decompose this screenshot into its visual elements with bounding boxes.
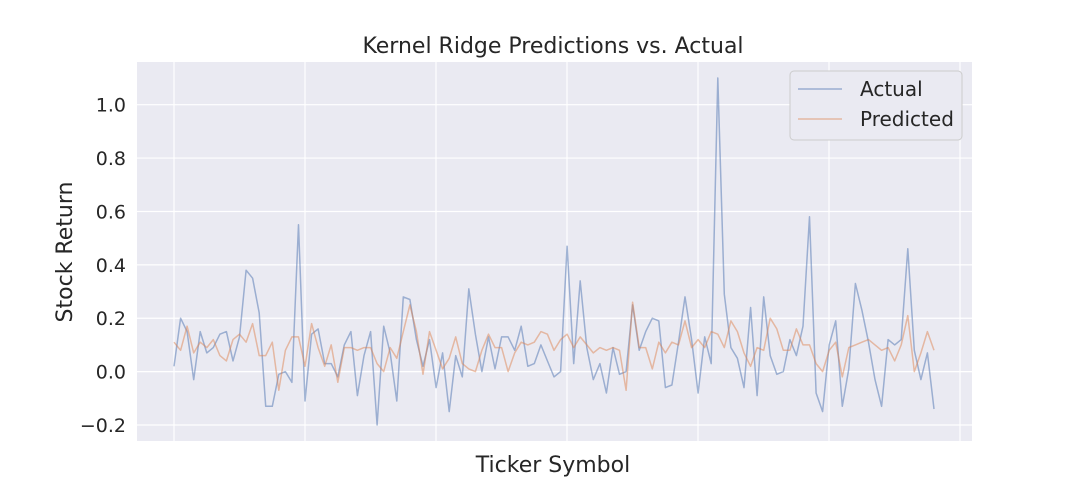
legend-actual-label: Actual [860,77,923,101]
y-tick-label: 0.8 [96,148,126,170]
y-tick-label: 0.2 [96,308,126,330]
y-tick-label: 1.0 [96,95,126,117]
y-axis-ticks: −0.2 0.0 0.2 0.4 0.6 0.8 1.0 [80,95,126,437]
chart-title: Kernel Ridge Predictions vs. Actual [362,34,743,59]
y-tick-label: −0.2 [80,415,126,437]
legend: Actual Predicted [790,71,962,140]
y-tick-label: 0.0 [96,362,126,384]
x-axis-label: Ticker Symbol [475,453,630,478]
legend-predicted-label: Predicted [860,107,954,131]
y-tick-label: 0.4 [96,255,126,277]
y-tick-label: 0.6 [96,201,126,223]
y-axis-label: Stock Return [53,182,78,323]
